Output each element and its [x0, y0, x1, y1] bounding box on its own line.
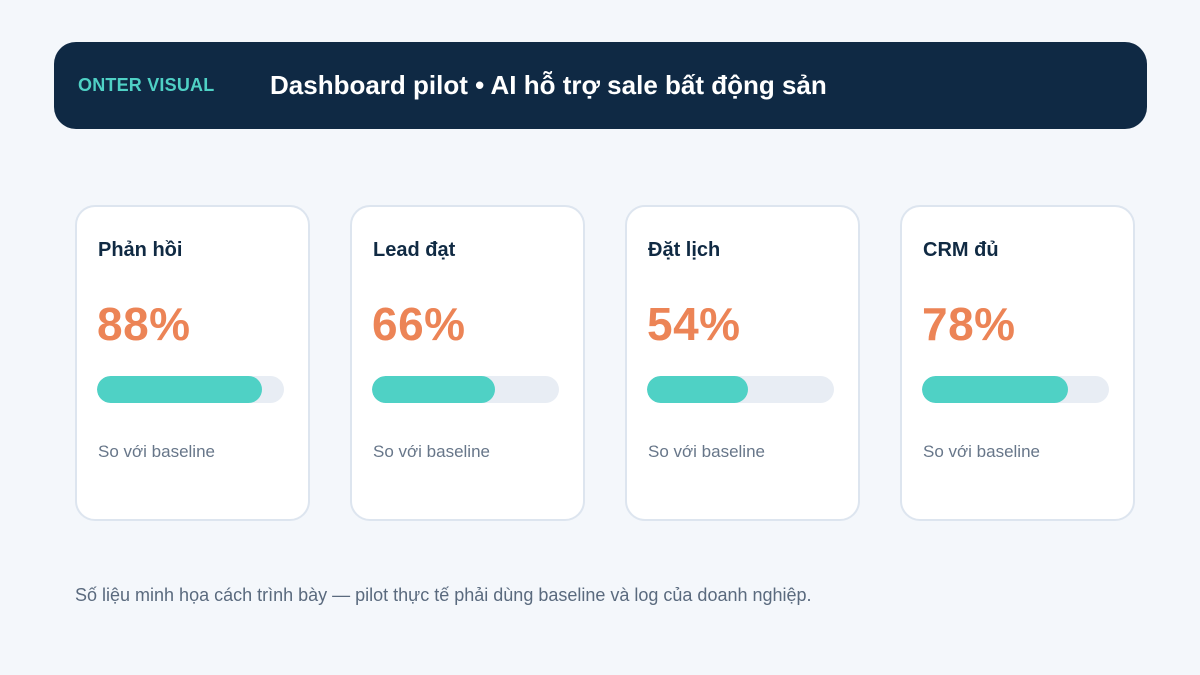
metric-note: So với baseline: [98, 442, 215, 461]
metric-label: Đặt lịch: [648, 239, 721, 261]
progress-track: [647, 376, 834, 403]
progress-fill: [97, 376, 262, 403]
progress-fill: [647, 376, 748, 403]
header-bar: ONTER VISUAL Dashboard pilot • AI hỗ trợ…: [54, 42, 1147, 129]
metric-note: So với baseline: [373, 442, 490, 461]
metric-note: So với baseline: [648, 442, 765, 461]
footnote: Số liệu minh họa cách trình bày — pilot …: [75, 585, 812, 605]
metric-card-dat-lich: Đặt lịch 54% So với baseline: [625, 205, 860, 521]
metric-note: So với baseline: [923, 442, 1040, 461]
page-title: Dashboard pilot • AI hỗ trợ sale bất độn…: [270, 70, 827, 100]
metric-card-lead-dat: Lead đạt 66% So với baseline: [350, 205, 585, 521]
brand-label: ONTER VISUAL: [78, 75, 215, 95]
progress-fill: [372, 376, 496, 403]
metric-card-crm-du: CRM đủ 78% So với baseline: [900, 205, 1135, 521]
progress-track: [372, 376, 559, 403]
metric-value: 66%: [372, 298, 466, 350]
progress-fill: [922, 376, 1068, 403]
metric-label: Lead đạt: [373, 239, 456, 261]
progress-track: [97, 376, 284, 403]
metric-value: 88%: [97, 298, 191, 350]
metric-value: 54%: [647, 298, 741, 350]
metric-card-phan-hoi: Phản hồi 88% So với baseline: [75, 205, 310, 521]
progress-track: [922, 376, 1109, 403]
metric-label: Phản hồi: [98, 239, 183, 261]
metric-value: 78%: [922, 298, 1016, 350]
metric-label: CRM đủ: [923, 239, 999, 261]
